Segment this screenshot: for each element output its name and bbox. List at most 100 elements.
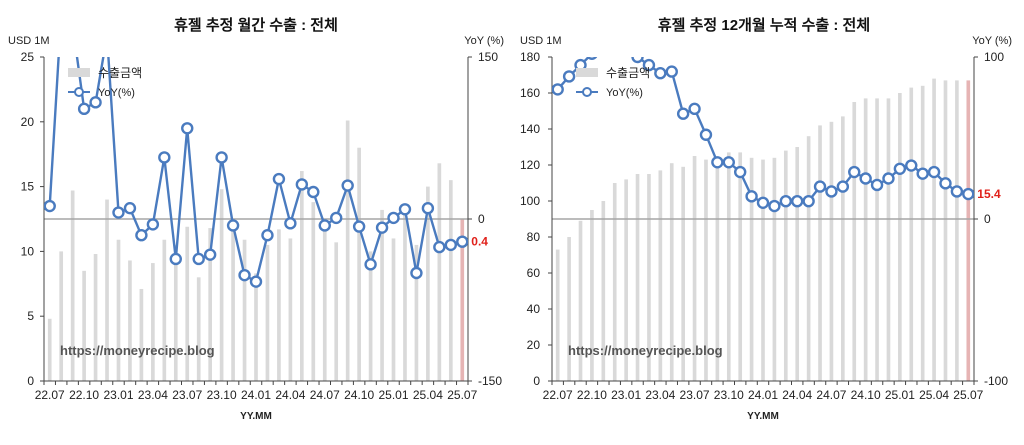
legend-bar-label: 수출금액: [98, 66, 142, 80]
bar-23.08: [196, 277, 201, 381]
yoy-point-22.09: [68, 20, 78, 30]
last-value-label: 15.4: [977, 187, 1001, 201]
legend-line-marker: [74, 87, 84, 97]
bar-23.05: [669, 163, 674, 381]
right-axis-unit: YoY (%): [464, 35, 504, 47]
yoy-point-22.10: [586, 57, 598, 60]
x-tick-label: 23.04: [138, 388, 168, 402]
x-tick-label: 23.10: [714, 388, 744, 402]
x-tick-label: 22.10: [577, 388, 607, 402]
right-tick-label: -100: [984, 374, 1008, 388]
x-tick-label: 24.10: [851, 388, 881, 402]
x-tick-label: 24.07: [310, 388, 340, 402]
left-axis-unit: USD 1M: [520, 35, 562, 47]
yoy-point-24.11: [870, 178, 884, 192]
yoy-point-23.07: [181, 122, 194, 135]
bar-22.11: [93, 253, 98, 381]
yoy-point-25.06: [950, 185, 964, 198]
yoy-point-25.02: [398, 203, 412, 216]
bar-23.10: [219, 189, 224, 381]
yoy-point-23.08: [699, 128, 713, 141]
left-tick-label: 10: [21, 244, 35, 258]
left-tick-label: 120: [520, 158, 540, 172]
right-axis-unit: YoY (%): [972, 35, 1012, 47]
yoy-point-22.11: [598, 44, 608, 54]
x-tick-label: 25.01: [885, 388, 915, 402]
yoy-point-25.02: [905, 159, 918, 172]
legend-bar-label: 수출금액: [606, 66, 650, 80]
bar-22.08: [59, 251, 64, 381]
yoy-point-23.01: [112, 206, 125, 219]
x-tick-label: 23.10: [207, 388, 237, 402]
yoy-point-24.04: [791, 194, 804, 208]
bar-24.09: [345, 120, 350, 381]
bar-22.09: [578, 220, 583, 381]
yoy-point-24.01: [756, 196, 770, 210]
yoy-point-23.10: [215, 151, 228, 164]
yoy-point-24.03: [779, 194, 793, 208]
x-tick-label: 22.10: [69, 388, 99, 402]
left-tick-label: 5: [27, 309, 34, 323]
bar-25.02: [403, 207, 407, 381]
right-tick-label: 100: [984, 50, 1004, 64]
yoy-point-24.06: [307, 185, 320, 199]
x-axis-title: YY.MM: [240, 411, 272, 422]
yoy-point-24.03: [272, 172, 286, 186]
bar-24.05: [806, 136, 811, 381]
bar-23.03: [139, 288, 144, 381]
bar-25.05: [943, 80, 948, 382]
left-tick-label: 100: [520, 194, 540, 208]
bar-22.12: [105, 199, 109, 381]
yoy-point-25.01: [893, 162, 907, 175]
left-tick-label: 40: [527, 302, 541, 316]
bar-24.07: [829, 121, 834, 382]
bar-23.07: [692, 156, 697, 381]
chart-panel-2: 휴젤 추정 12개월 누적 수출 : 전체 USD 1M YoY (%) 0 20 40 6…: [520, 16, 1012, 422]
bar-25.05: [437, 163, 442, 381]
bar-23.11: [738, 152, 743, 381]
x-tick-label: 24.10: [344, 388, 374, 402]
left-tick-label: 0: [27, 374, 34, 388]
yoy-point-23.12: [238, 268, 251, 282]
bar-24.02: [772, 157, 777, 381]
bar-24.07: [322, 225, 327, 381]
left-axis-unit: USD 1M: [8, 35, 50, 47]
bar-23.04: [151, 263, 155, 381]
right-tick-label: 0: [478, 212, 485, 226]
yoy-point-23.03: [642, 58, 656, 72]
bar-23.01: [116, 239, 121, 381]
bar-22.10: [590, 210, 594, 381]
bar-23.01: [624, 179, 628, 381]
bar-25.01: [391, 238, 396, 381]
last-value-label: 0.4: [471, 235, 488, 249]
legend-line-marker: [582, 87, 592, 97]
bar-24.12: [886, 98, 891, 382]
yoy-point-24.12: [375, 221, 389, 234]
yoy-point-23.06: [169, 252, 182, 266]
yoy-line: [48, 57, 463, 284]
watermark: https://moneyrecipe.blog: [568, 343, 723, 358]
yoy-point-24.02: [768, 199, 781, 213]
bar-23.08: [704, 159, 708, 381]
bar-22.07: [47, 318, 52, 381]
yoy-point-23.02: [631, 57, 644, 64]
x-tick-label: 25.07: [447, 388, 477, 402]
bar-24.03: [277, 229, 281, 381]
bar-25.07: [460, 219, 465, 381]
bar-23.06: [681, 166, 685, 381]
yoy-point-24.08: [836, 180, 850, 193]
x-tick-label: 22.07: [543, 388, 573, 402]
x-tick-label: 25.04: [413, 388, 443, 402]
bar-24.10: [863, 98, 868, 382]
yoy-point-24.05: [295, 178, 309, 191]
x-tick-label: 25.04: [919, 388, 949, 402]
left-tick-label: 25: [21, 50, 35, 64]
yoy-point-24.10: [352, 220, 366, 233]
yoy-point-24.07: [318, 219, 331, 232]
yoy-point-22.07: [44, 199, 56, 213]
bar-24.04: [288, 238, 293, 381]
yoy-point-24.09: [848, 165, 861, 179]
bar-25.04: [426, 186, 430, 381]
bar-23.10: [726, 152, 731, 381]
watermark: https://moneyrecipe.blog: [60, 343, 215, 358]
